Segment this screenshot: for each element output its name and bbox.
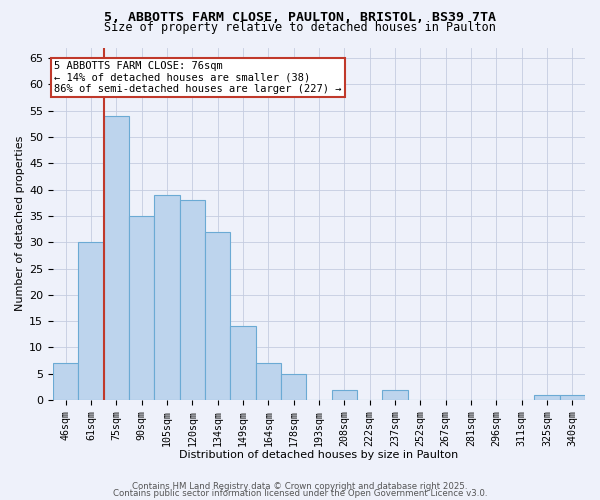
Bar bbox=[79, 242, 104, 400]
Bar bbox=[205, 232, 230, 400]
Bar bbox=[560, 395, 585, 400]
X-axis label: Distribution of detached houses by size in Paulton: Distribution of detached houses by size … bbox=[179, 450, 458, 460]
Text: Contains HM Land Registry data © Crown copyright and database right 2025.: Contains HM Land Registry data © Crown c… bbox=[132, 482, 468, 491]
Bar bbox=[154, 195, 179, 400]
Text: Size of property relative to detached houses in Paulton: Size of property relative to detached ho… bbox=[104, 22, 496, 35]
Bar bbox=[179, 200, 205, 400]
Y-axis label: Number of detached properties: Number of detached properties bbox=[15, 136, 25, 312]
Bar bbox=[535, 395, 560, 400]
Bar bbox=[382, 390, 407, 400]
Bar bbox=[129, 216, 154, 400]
Text: 5 ABBOTTS FARM CLOSE: 76sqm
← 14% of detached houses are smaller (38)
86% of sem: 5 ABBOTTS FARM CLOSE: 76sqm ← 14% of det… bbox=[54, 60, 342, 94]
Bar bbox=[281, 374, 307, 400]
Bar bbox=[256, 364, 281, 400]
Bar bbox=[53, 364, 79, 400]
Bar bbox=[104, 116, 129, 400]
Bar bbox=[230, 326, 256, 400]
Text: 5, ABBOTTS FARM CLOSE, PAULTON, BRISTOL, BS39 7TA: 5, ABBOTTS FARM CLOSE, PAULTON, BRISTOL,… bbox=[104, 11, 496, 24]
Text: Contains public sector information licensed under the Open Government Licence v3: Contains public sector information licen… bbox=[113, 490, 487, 498]
Bar bbox=[332, 390, 357, 400]
